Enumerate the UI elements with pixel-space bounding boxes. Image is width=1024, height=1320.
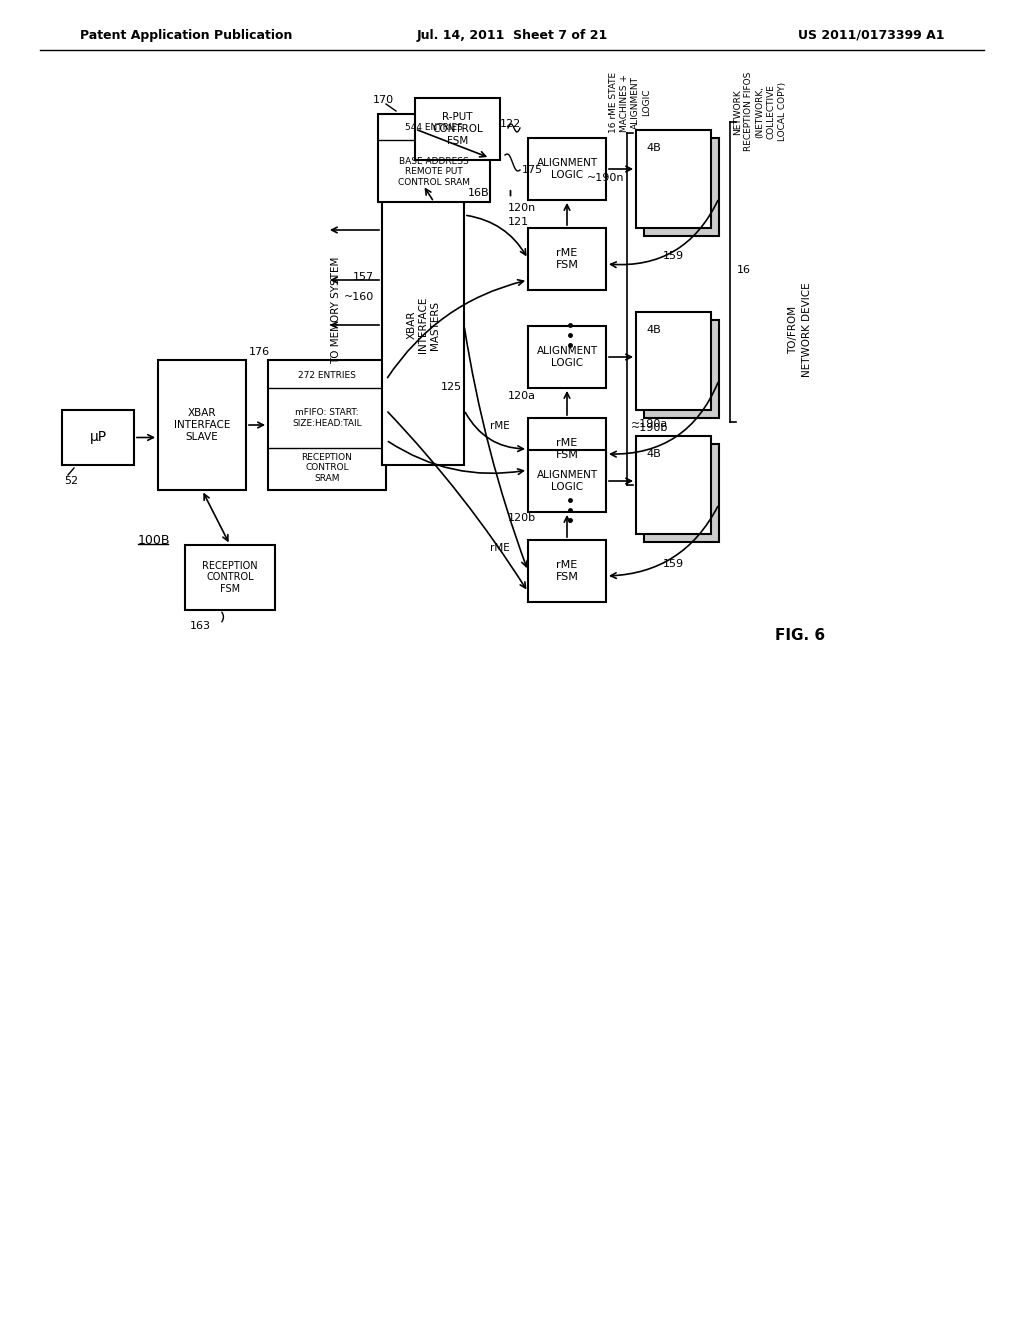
Text: ~190n: ~190n [587,173,624,183]
Text: 122: 122 [500,119,521,129]
Text: 272 ENTRIES: 272 ENTRIES [298,371,356,380]
Text: rME
FSM: rME FSM [556,438,579,459]
Text: Patent Application Publication: Patent Application Publication [80,29,293,41]
Text: 121: 121 [508,216,529,227]
Text: 52: 52 [63,477,78,486]
Text: TO MEMORY SYSTEM: TO MEMORY SYSTEM [331,256,341,364]
Text: 163: 163 [190,620,211,631]
FancyBboxPatch shape [378,114,490,202]
FancyBboxPatch shape [528,139,606,201]
Text: NETWORK
RECEPTION FIFOS
(NETWORK,
COLLECTIVE
LOCAL COPY): NETWORK RECEPTION FIFOS (NETWORK, COLLEC… [733,73,786,152]
FancyBboxPatch shape [185,545,275,610]
Text: 16 rME STATE
MACHINES +
ALIGNMENT
LOGIC: 16 rME STATE MACHINES + ALIGNMENT LOGIC [609,73,651,133]
FancyBboxPatch shape [528,228,606,290]
Text: 4B: 4B [646,449,662,459]
Text: 170: 170 [373,95,394,106]
Text: 159: 159 [663,436,684,445]
Text: 544 ENTRIES: 544 ENTRIES [406,124,463,132]
FancyBboxPatch shape [636,436,711,535]
Text: 159: 159 [663,558,684,569]
Text: 120a: 120a [508,391,536,401]
Text: 176: 176 [249,347,270,356]
FancyBboxPatch shape [528,450,606,512]
Text: Jul. 14, 2011  Sheet 7 of 21: Jul. 14, 2011 Sheet 7 of 21 [417,29,607,41]
Text: rME
FSM: rME FSM [556,248,579,269]
Text: 120n: 120n [508,203,537,213]
Text: FIG. 6: FIG. 6 [775,627,825,643]
Text: rME
FSM: rME FSM [556,560,579,582]
Text: 157: 157 [353,272,374,282]
Text: ~190a: ~190a [631,418,669,429]
Text: RECEPTION
CONTROL
FSM: RECEPTION CONTROL FSM [202,561,258,594]
Text: ALIGNMENT
LOGIC: ALIGNMENT LOGIC [537,158,598,180]
Text: BASE ADDRESS
REMOTE PUT
CONTROL SRAM: BASE ADDRESS REMOTE PUT CONTROL SRAM [398,157,470,187]
Text: 159: 159 [663,251,684,261]
FancyBboxPatch shape [62,411,134,465]
Text: 4B: 4B [646,143,662,153]
Text: rME: rME [490,543,510,553]
Text: 100B: 100B [138,533,171,546]
Text: US 2011/0173399 A1: US 2011/0173399 A1 [798,29,944,41]
Text: 16B: 16B [468,187,489,198]
FancyBboxPatch shape [636,312,711,411]
Text: ~190b: ~190b [631,422,669,433]
FancyBboxPatch shape [644,139,719,236]
Text: 120b: 120b [508,513,537,523]
FancyBboxPatch shape [382,185,464,465]
Text: mFIFO: START:
SIZE:HEAD:TAIL: mFIFO: START: SIZE:HEAD:TAIL [292,408,361,428]
FancyBboxPatch shape [528,540,606,602]
Text: ALIGNMENT
LOGIC: ALIGNMENT LOGIC [537,346,598,368]
FancyBboxPatch shape [528,418,606,480]
FancyBboxPatch shape [644,444,719,543]
Text: ~160: ~160 [344,292,374,302]
Text: R-PUT
CONTROL
FSM: R-PUT CONTROL FSM [432,112,483,145]
FancyBboxPatch shape [158,360,246,490]
Text: XBAR
INTERFACE
SLAVE: XBAR INTERFACE SLAVE [174,408,230,442]
FancyBboxPatch shape [415,98,500,160]
FancyBboxPatch shape [268,360,386,490]
Text: 4B: 4B [646,325,662,335]
Text: TO/FROM
NETWORK DEVICE: TO/FROM NETWORK DEVICE [788,282,812,378]
Text: RECEPTION
CONTROL
SRAM: RECEPTION CONTROL SRAM [301,453,352,483]
Text: XBAR
INTERFACE
MASTERS: XBAR INTERFACE MASTERS [407,297,439,354]
Text: ALIGNMENT
LOGIC: ALIGNMENT LOGIC [537,470,598,492]
FancyBboxPatch shape [644,319,719,418]
FancyBboxPatch shape [528,326,606,388]
Text: rME: rME [490,421,510,432]
Text: 125: 125 [441,381,462,392]
Text: μP: μP [89,430,106,445]
Text: 16: 16 [737,265,751,275]
FancyBboxPatch shape [636,129,711,228]
Text: 175: 175 [522,165,543,176]
